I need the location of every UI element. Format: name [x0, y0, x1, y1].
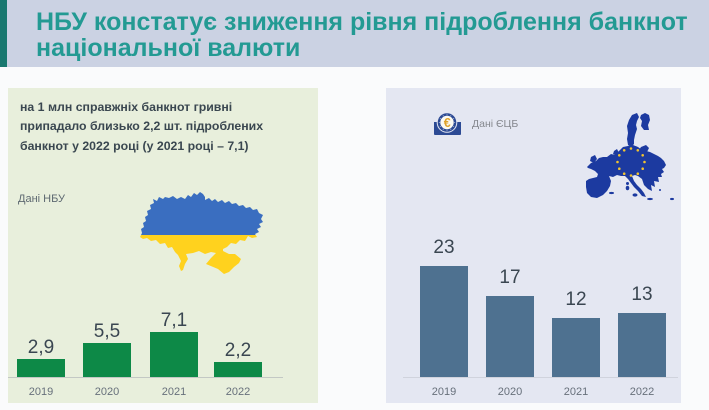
svg-text:€: € [444, 116, 451, 130]
